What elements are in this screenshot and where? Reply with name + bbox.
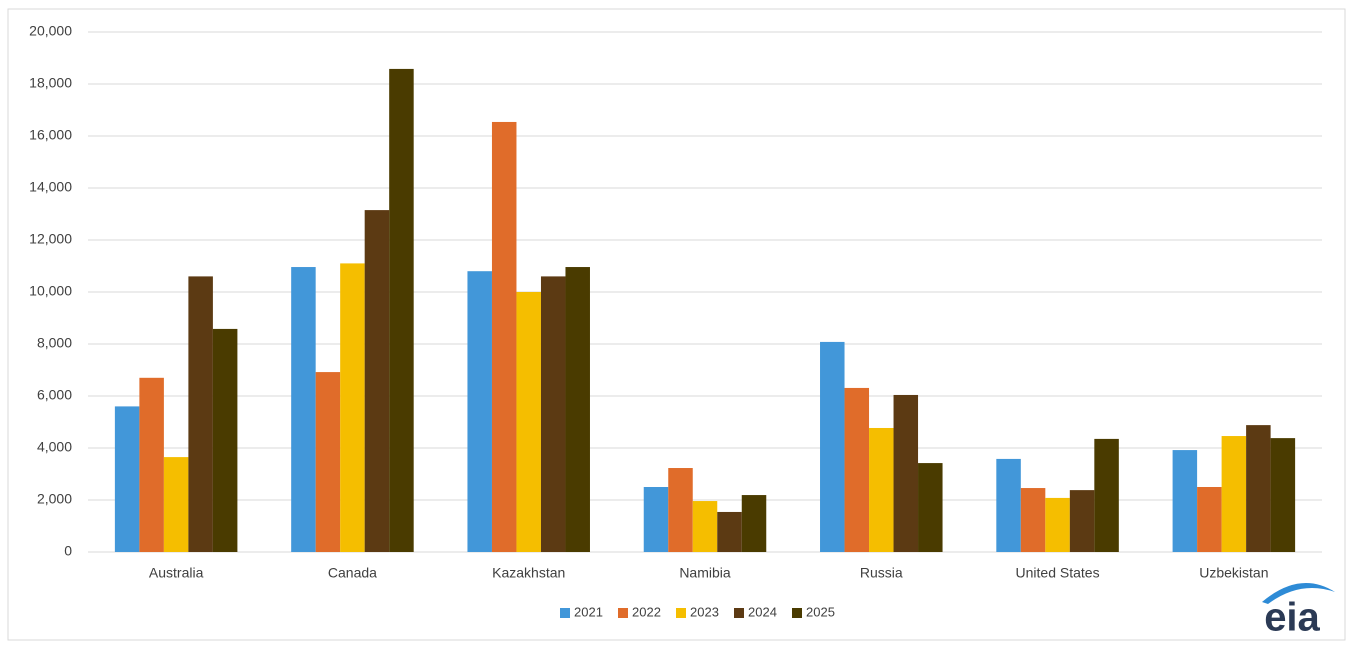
bar [1270,438,1296,552]
bar [491,121,517,553]
bar [844,387,870,552]
bar [1197,487,1222,552]
bar [291,267,316,552]
legend-label: 2021 [574,604,603,619]
legend-swatch [560,608,570,618]
y-tick-label: 2,000 [37,491,72,507]
legend-label: 2025 [806,604,835,619]
legend-swatch [734,608,744,618]
x-tick-label: Canada [328,565,377,581]
x-tick-label: Namibia [679,565,731,581]
bar [643,487,669,552]
bar [692,501,718,552]
y-tick-label: 14,000 [29,179,72,195]
bar [315,372,341,552]
y-tick-label: 10,000 [29,283,72,299]
bar [741,495,767,552]
logo: eia [1264,596,1320,640]
bar [869,427,894,552]
bar [565,267,590,552]
legend-swatch [792,608,802,618]
x-tick-label: Kazakhstan [492,565,565,581]
bar [820,341,845,552]
bar [918,463,943,552]
bar [1069,490,1095,552]
bar [996,458,1021,552]
legend-label: 2024 [748,604,777,619]
y-tick-label: 20,000 [29,23,72,39]
bar [1172,450,1198,552]
bar [389,68,414,553]
y-tick-label: 12,000 [29,231,72,247]
logo-swoosh [1262,583,1335,604]
bar [540,276,566,552]
bar [212,328,238,552]
y-tick-label: 0 [64,543,72,559]
bar [1246,425,1271,552]
legend-swatch [618,608,628,618]
bar [163,457,189,552]
bar [1221,436,1247,552]
y-tick-label: 6,000 [37,387,72,403]
bar [188,276,213,552]
x-tick-label: Uzbekistan [1199,565,1268,581]
legend-label: 2022 [632,604,661,619]
bar [516,292,541,552]
y-tick-label: 4,000 [37,439,72,455]
bar [139,377,164,552]
bar [340,263,365,552]
bar [114,406,140,552]
bar [893,394,919,552]
x-tick-label: United States [1016,565,1100,581]
bar [668,468,693,552]
y-tick-label: 8,000 [37,335,72,351]
x-tick-label: Australia [149,565,204,581]
bar [364,210,390,552]
bar [1094,438,1119,552]
y-tick-label: 18,000 [29,75,72,91]
y-tick-label: 16,000 [29,127,72,143]
legend-swatch [676,608,686,618]
bar [1020,488,1046,552]
bar [467,271,492,552]
legend-label: 2023 [690,604,719,619]
bar [1045,497,1070,552]
x-tick-label: Russia [860,565,903,581]
bar [717,511,742,552]
